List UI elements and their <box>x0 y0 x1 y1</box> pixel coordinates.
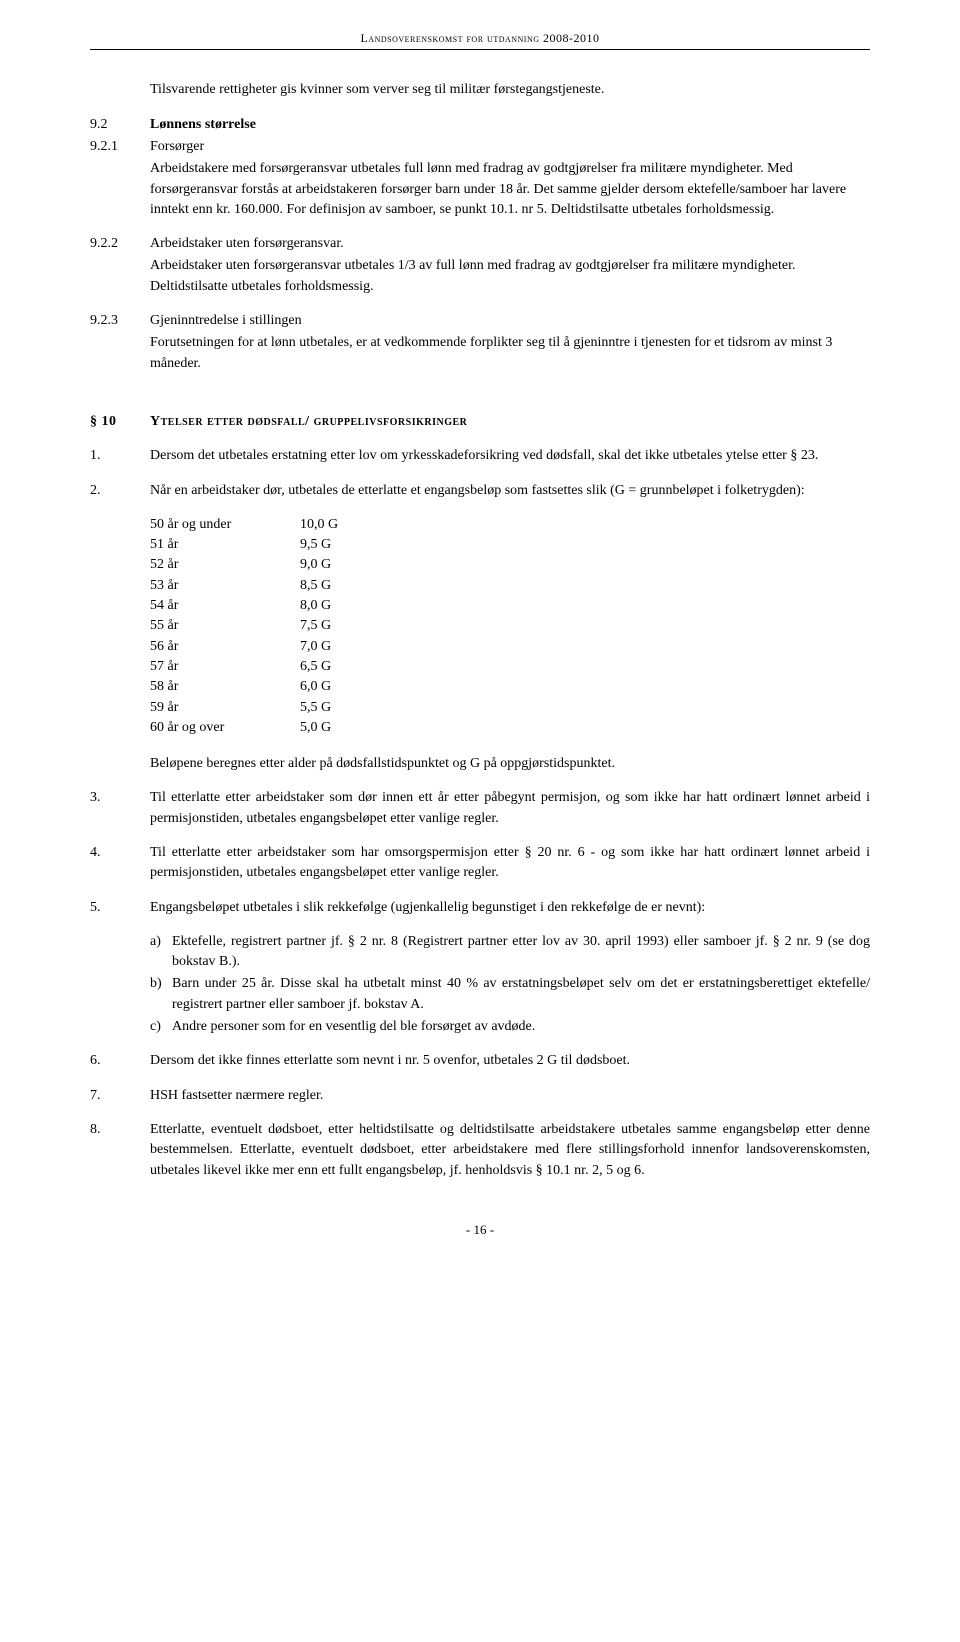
sublist-item-b: b) Barn under 25 år. Disse skal ha utbet… <box>150 974 870 1015</box>
age-cell: 60 år og over <box>150 718 300 738</box>
section-number: § 10 <box>90 412 150 432</box>
section-9-2-3-head: 9.2.3 Gjeninntredelse i stillingen <box>90 311 870 331</box>
sublist-item-a: a) Ektefelle, registrert partner jf. § 2… <box>150 932 870 973</box>
g-cell: 6,0 G <box>300 677 380 697</box>
item-4: 4. Til etterlatte etter arbeidstaker som… <box>90 843 870 884</box>
section-9-2: 9.2 Lønnens størrelse <box>90 115 870 135</box>
g-cell: 5,0 G <box>300 718 380 738</box>
item-number: 5. <box>90 898 150 918</box>
g-cell: 5,5 G <box>300 698 380 718</box>
section-title: Ytelser etter dødsfall/ gruppelivsforsik… <box>150 412 870 432</box>
sublist-text: Ektefelle, registrert partner jf. § 2 nr… <box>172 932 870 973</box>
item-1: 1. Dersom det utbetales erstatning etter… <box>90 446 870 466</box>
item-number: 7. <box>90 1086 150 1106</box>
sublist-letter: b) <box>150 974 172 1015</box>
section-number: 9.2.1 <box>90 137 150 157</box>
section-9-2-2-head: 9.2.2 Arbeidstaker uten forsørgeransvar. <box>90 234 870 254</box>
section-title: Lønnens størrelse <box>150 115 870 135</box>
age-cell: 51 år <box>150 535 300 555</box>
section-number: 9.2.3 <box>90 311 150 331</box>
section-9-2-3-body: Forutsetningen for at lønn utbetales, er… <box>150 333 870 374</box>
item-body: Engangsbeløpet utbetales i slik rekkeføl… <box>150 898 870 918</box>
age-cell: 57 år <box>150 657 300 677</box>
item-body: Til etterlatte etter arbeidstaker som ha… <box>150 843 870 884</box>
g-cell: 7,0 G <box>300 637 380 657</box>
item-2-footer: Beløpene beregnes etter alder på dødsfal… <box>150 754 870 774</box>
g-cell: 9,0 G <box>300 555 380 575</box>
table-row: 55 år7,5 G <box>150 616 870 636</box>
item-5-sublist: a) Ektefelle, registrert partner jf. § 2… <box>150 932 870 1037</box>
item-8: 8. Etterlatte, eventuelt dødsboet, etter… <box>90 1120 870 1181</box>
item-5: 5. Engangsbeløpet utbetales i slik rekke… <box>90 898 870 918</box>
page-number: - 16 - <box>90 1221 870 1240</box>
sublist-letter: a) <box>150 932 172 973</box>
item-body: Til etterlatte etter arbeidstaker som dø… <box>150 788 870 829</box>
section-subtitle: Arbeidstaker uten forsørgeransvar. <box>150 234 870 254</box>
age-cell: 53 år <box>150 576 300 596</box>
item-body: Når en arbeidstaker dør, utbetales de et… <box>150 481 870 501</box>
item-2: 2. Når en arbeidstaker dør, utbetales de… <box>90 481 870 501</box>
table-row: 57 år6,5 G <box>150 657 870 677</box>
intro-paragraph: Tilsvarende rettigheter gis kvinner som … <box>150 80 870 100</box>
sublist-text: Andre personer som for en vesentlig del … <box>172 1017 870 1037</box>
age-cell: 54 år <box>150 596 300 616</box>
g-cell: 8,0 G <box>300 596 380 616</box>
table-row: 56 år7,0 G <box>150 637 870 657</box>
table-row: 54 år8,0 G <box>150 596 870 616</box>
age-cell: 52 år <box>150 555 300 575</box>
table-row: 60 år og over5,0 G <box>150 718 870 738</box>
section-subtitle: Forsørger <box>150 137 870 157</box>
table-row: 53 år8,5 G <box>150 576 870 596</box>
sublist-item-c: c) Andre personer som for en vesentlig d… <box>150 1017 870 1037</box>
item-6: 6. Dersom det ikke finnes etterlatte som… <box>90 1051 870 1071</box>
table-row: 59 år5,5 G <box>150 698 870 718</box>
item-3: 3. Til etterlatte etter arbeidstaker som… <box>90 788 870 829</box>
age-cell: 56 år <box>150 637 300 657</box>
section-9-2-2-body: Arbeidstaker uten forsørgeransvar utbeta… <box>150 256 870 297</box>
g-cell: 6,5 G <box>300 657 380 677</box>
item-number: 4. <box>90 843 150 884</box>
age-cell: 50 år og under <box>150 515 300 535</box>
section-10-heading: § 10 Ytelser etter dødsfall/ gruppelivsf… <box>90 412 870 432</box>
g-cell: 7,5 G <box>300 616 380 636</box>
table-row: 52 år9,0 G <box>150 555 870 575</box>
item-number: 3. <box>90 788 150 829</box>
sublist-text: Barn under 25 år. Disse skal ha utbetalt… <box>172 974 870 1015</box>
g-cell: 9,5 G <box>300 535 380 555</box>
g-cell: 8,5 G <box>300 576 380 596</box>
sublist-letter: c) <box>150 1017 172 1037</box>
item-number: 1. <box>90 446 150 466</box>
table-row: 58 år6,0 G <box>150 677 870 697</box>
item-7: 7. HSH fastsetter nærmere regler. <box>90 1086 870 1106</box>
item-number: 2. <box>90 481 150 501</box>
item-number: 6. <box>90 1051 150 1071</box>
section-number: 9.2.2 <box>90 234 150 254</box>
age-cell: 58 år <box>150 677 300 697</box>
section-9-2-1-head: 9.2.1 Forsørger <box>90 137 870 157</box>
g-table: 50 år og under10,0 G 51 år9,5 G 52 år9,0… <box>150 515 870 738</box>
table-row: 51 år9,5 G <box>150 535 870 555</box>
g-cell: 10,0 G <box>300 515 380 535</box>
section-9-2-1-body: Arbeidstakere med forsørgeransvar utbeta… <box>150 159 870 220</box>
table-row: 50 år og under10,0 G <box>150 515 870 535</box>
item-body: HSH fastsetter nærmere regler. <box>150 1086 870 1106</box>
item-body: Etterlatte, eventuelt dødsboet, etter he… <box>150 1120 870 1181</box>
section-subtitle: Gjeninntredelse i stillingen <box>150 311 870 331</box>
item-number: 8. <box>90 1120 150 1181</box>
item-body: Dersom det utbetales erstatning etter lo… <box>150 446 870 466</box>
page-header: Landsoverenskomst for utdanning 2008-201… <box>90 30 870 50</box>
age-cell: 59 år <box>150 698 300 718</box>
section-number: 9.2 <box>90 115 150 135</box>
age-cell: 55 år <box>150 616 300 636</box>
item-body: Dersom det ikke finnes etterlatte som ne… <box>150 1051 870 1071</box>
